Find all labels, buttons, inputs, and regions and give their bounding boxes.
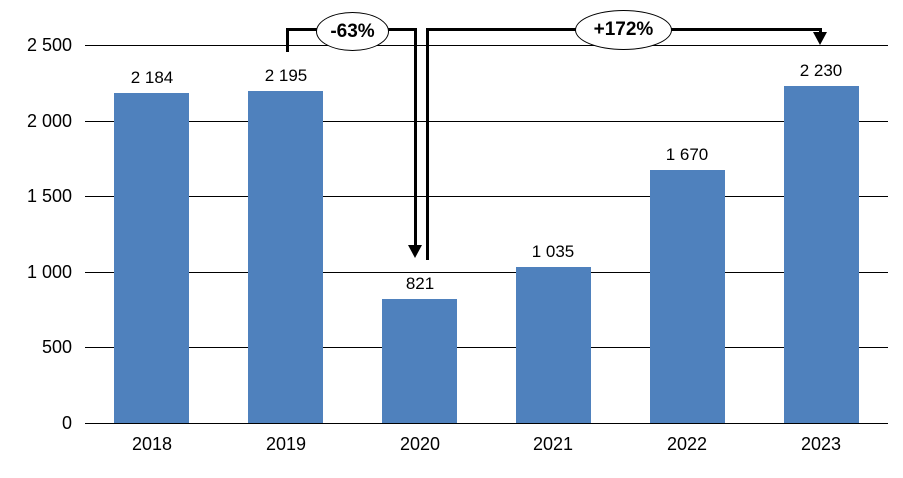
bar-2022 xyxy=(650,170,725,423)
y-tick-label: 2 500 xyxy=(26,35,72,55)
x-tick-label: 2019 xyxy=(265,434,307,454)
y-tick-label: 500 xyxy=(41,337,72,357)
bar-value-label: 1 035 xyxy=(531,242,575,261)
y-tick-label: 1 500 xyxy=(26,186,72,206)
annotation-growth-label: +172% xyxy=(575,10,672,50)
gridline-500 xyxy=(85,347,888,348)
bar-2020 xyxy=(382,299,457,423)
bar-value-label: 2 230 xyxy=(799,61,843,80)
gridline-2500 xyxy=(85,45,888,46)
annotation-growth-bracket-start xyxy=(425,28,429,260)
annotation-decline-label: -63% xyxy=(316,12,389,51)
gridline-2000 xyxy=(85,121,888,122)
annotation-growth-text: +172% xyxy=(593,19,654,40)
x-tick-label: 2021 xyxy=(532,434,574,454)
gridline-1500 xyxy=(85,196,888,197)
annotation-decline-text: -63% xyxy=(330,20,375,42)
y-tick-label: 1 000 xyxy=(26,262,72,282)
gridline-1000 xyxy=(85,272,888,273)
y-tick-label: 0 xyxy=(61,413,72,433)
bar-value-label: 1 670 xyxy=(665,145,709,164)
gridline-0 xyxy=(85,423,888,424)
y-tick-label: 2 000 xyxy=(26,111,72,131)
bar-2023 xyxy=(784,86,859,423)
x-tick-label: 2018 xyxy=(131,434,173,454)
bar-value-label: 2 195 xyxy=(264,66,308,85)
annotation-growth-arrow-line xyxy=(818,28,822,33)
x-tick-label: 2023 xyxy=(800,434,842,454)
annotation-decline-arrow-line xyxy=(413,28,417,246)
annotation-decline-arrowhead-icon xyxy=(408,245,422,258)
x-tick-label: 2022 xyxy=(666,434,708,454)
annotation-decline-bracket-stub xyxy=(285,28,289,52)
bar-2018 xyxy=(114,93,189,423)
bar-2019 xyxy=(248,91,323,423)
bar-value-label: 2 184 xyxy=(130,68,174,87)
x-tick-label: 2020 xyxy=(399,434,441,454)
bar-2021 xyxy=(516,267,591,423)
bar-value-label: 821 xyxy=(405,274,435,293)
annotation-growth-arrowhead-icon xyxy=(813,32,827,45)
